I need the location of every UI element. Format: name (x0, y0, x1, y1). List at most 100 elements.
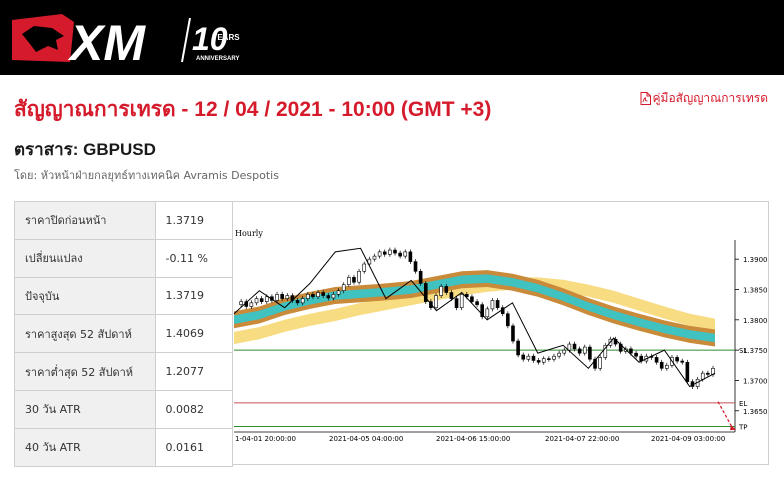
price-candle (567, 343, 572, 351)
signal-guide-link[interactable]: คู่มือสัญญาณการเทรด (640, 89, 769, 108)
x-tick-label: 2021-04-05 04:00:00 (329, 435, 403, 443)
table-row: ราคาต่ำสุด 52 สัปดาห์ 1.2077 (14, 352, 234, 391)
chart-svg: Hourly 1.3900 1.3850 1.3800 1.3750 1.3700 1.36… (233, 229, 768, 443)
y-tick-label: 1.3850 (743, 286, 768, 294)
price-candle (357, 270, 361, 283)
price-candle (588, 346, 592, 360)
price-candle (675, 357, 679, 362)
price-candle (521, 354, 526, 360)
price-candle (254, 298, 259, 304)
price-candle (249, 302, 254, 307)
price-candle (341, 284, 346, 291)
chart-title: Hourly (235, 229, 263, 238)
y-tick-label: 1.3700 (743, 377, 768, 385)
table-row: เปลี่ยนแปลง -0.11 % (14, 238, 234, 278)
price-candle (280, 294, 284, 299)
site-header: XM 10 YEARS ANNIVERSARY (0, 0, 784, 75)
price-candle (316, 292, 320, 298)
price-candle (239, 301, 243, 305)
price-chart: Hourly 1.3900 1.3850 1.3800 1.3750 1.3700 1.36… (233, 201, 769, 465)
price-candle (511, 325, 515, 342)
price-candle (259, 298, 264, 302)
price-candle (562, 349, 567, 354)
price-candle (331, 294, 336, 299)
price-candle (321, 292, 325, 296)
price-candle (367, 258, 372, 265)
pdf-icon (640, 92, 651, 105)
price-candle (434, 295, 438, 308)
price-candle (485, 308, 490, 318)
stats-table: ราคาปิดก่อนหน้า 1.3719 เปลี่ยนแปลง -0.11 %… (14, 201, 234, 467)
stat-value: 0.0161 (154, 427, 234, 467)
price-candle (413, 261, 418, 272)
signal-title: สัญญาณการเทรด - 12 / 04 / 2021 - 10:00 (… (14, 98, 492, 121)
level-label-sl: SL (739, 347, 747, 355)
price-candle (311, 294, 315, 298)
table-row: ปัจจุบัน 1.3719 (14, 276, 234, 316)
level-label-el: EL (739, 400, 747, 408)
price-candle (326, 295, 331, 299)
price-candle (598, 357, 602, 369)
price-candle (306, 294, 310, 299)
price-candle (526, 355, 531, 360)
stat-label: ราคาปิดก่อนหน้า (14, 201, 156, 240)
price-candle (495, 300, 500, 308)
price-candle (536, 360, 541, 363)
stat-value: 1.2077 (154, 352, 234, 391)
price-candle (516, 340, 520, 356)
signal-guide-label[interactable]: คู่มือสัญญาณการเทรด (652, 91, 769, 105)
fast-band-outer (234, 270, 715, 347)
price-candle (685, 361, 690, 382)
price-candle (629, 348, 633, 354)
y-tick-label: 1.3750 (743, 347, 768, 355)
table-row: 40 วัน ATR 0.0161 (14, 427, 234, 467)
slow-band (234, 277, 715, 345)
projection-arrow-head (730, 424, 736, 430)
logo-bull-icon (22, 26, 64, 52)
level-label-tp: TP (738, 424, 748, 432)
stat-label: 30 วัน ATR (14, 389, 156, 429)
price-candle (362, 263, 367, 272)
logo-divider (181, 17, 191, 63)
price-candle (547, 358, 551, 360)
price-candle (454, 298, 459, 308)
price-candle (480, 304, 484, 318)
logo-anniversary-years: YEARS (212, 33, 240, 42)
table-row: ราคาปิดก่อนหน้า 1.3719 (14, 201, 234, 240)
y-tick-label: 1.3900 (743, 256, 768, 264)
logo-anniversary-label: ANNIVERSARY (196, 56, 239, 62)
price-candle (449, 292, 454, 299)
stat-label: 40 วัน ATR (14, 427, 156, 467)
logo-anniversary-number: 10 (192, 21, 228, 57)
x-tick-label: 2021-04-06 15:00:00 (436, 435, 510, 443)
stat-label: ราคาต่ำสุด 52 สัปดาห์ (14, 352, 156, 391)
fast-band-inner (234, 274, 715, 343)
price-candle (393, 249, 397, 254)
price-candle (336, 290, 341, 295)
price-candle (264, 296, 269, 302)
author-byline: โดย: หัวหน้าฝ่ายกลยุทธ์ทางเทคนิค Avramis… (14, 169, 279, 182)
price-candle (300, 298, 305, 304)
table-row: 30 วัน ATR 0.0082 (14, 389, 234, 429)
price-candle (541, 358, 546, 363)
stat-value: 0.0082 (154, 389, 234, 429)
price-candle (423, 283, 428, 302)
y-tick-label: 1.3650 (743, 408, 768, 416)
y-tick-label: 1.3800 (743, 317, 768, 325)
stat-value: 1.4069 (154, 314, 234, 354)
price-candle (459, 294, 464, 308)
stat-value: -0.11 % (154, 238, 234, 278)
price-candle (582, 346, 587, 354)
price-candle (475, 301, 479, 305)
price-candle (388, 249, 392, 255)
instrument-symbol: ตราสาร: GBPUSD (14, 140, 156, 159)
xm-logo[interactable]: XM 10 YEARS ANNIVERSARY (12, 10, 242, 66)
price-candle (654, 357, 659, 363)
zigzag-line (233, 247, 716, 388)
price-candle (557, 352, 561, 357)
price-candle (593, 358, 597, 369)
stat-label: ปัจจุบัน (14, 276, 156, 316)
projection-arrow (717, 401, 734, 430)
price-candle (490, 300, 495, 310)
stat-label: เปลี่ยนแปลง (14, 238, 156, 278)
